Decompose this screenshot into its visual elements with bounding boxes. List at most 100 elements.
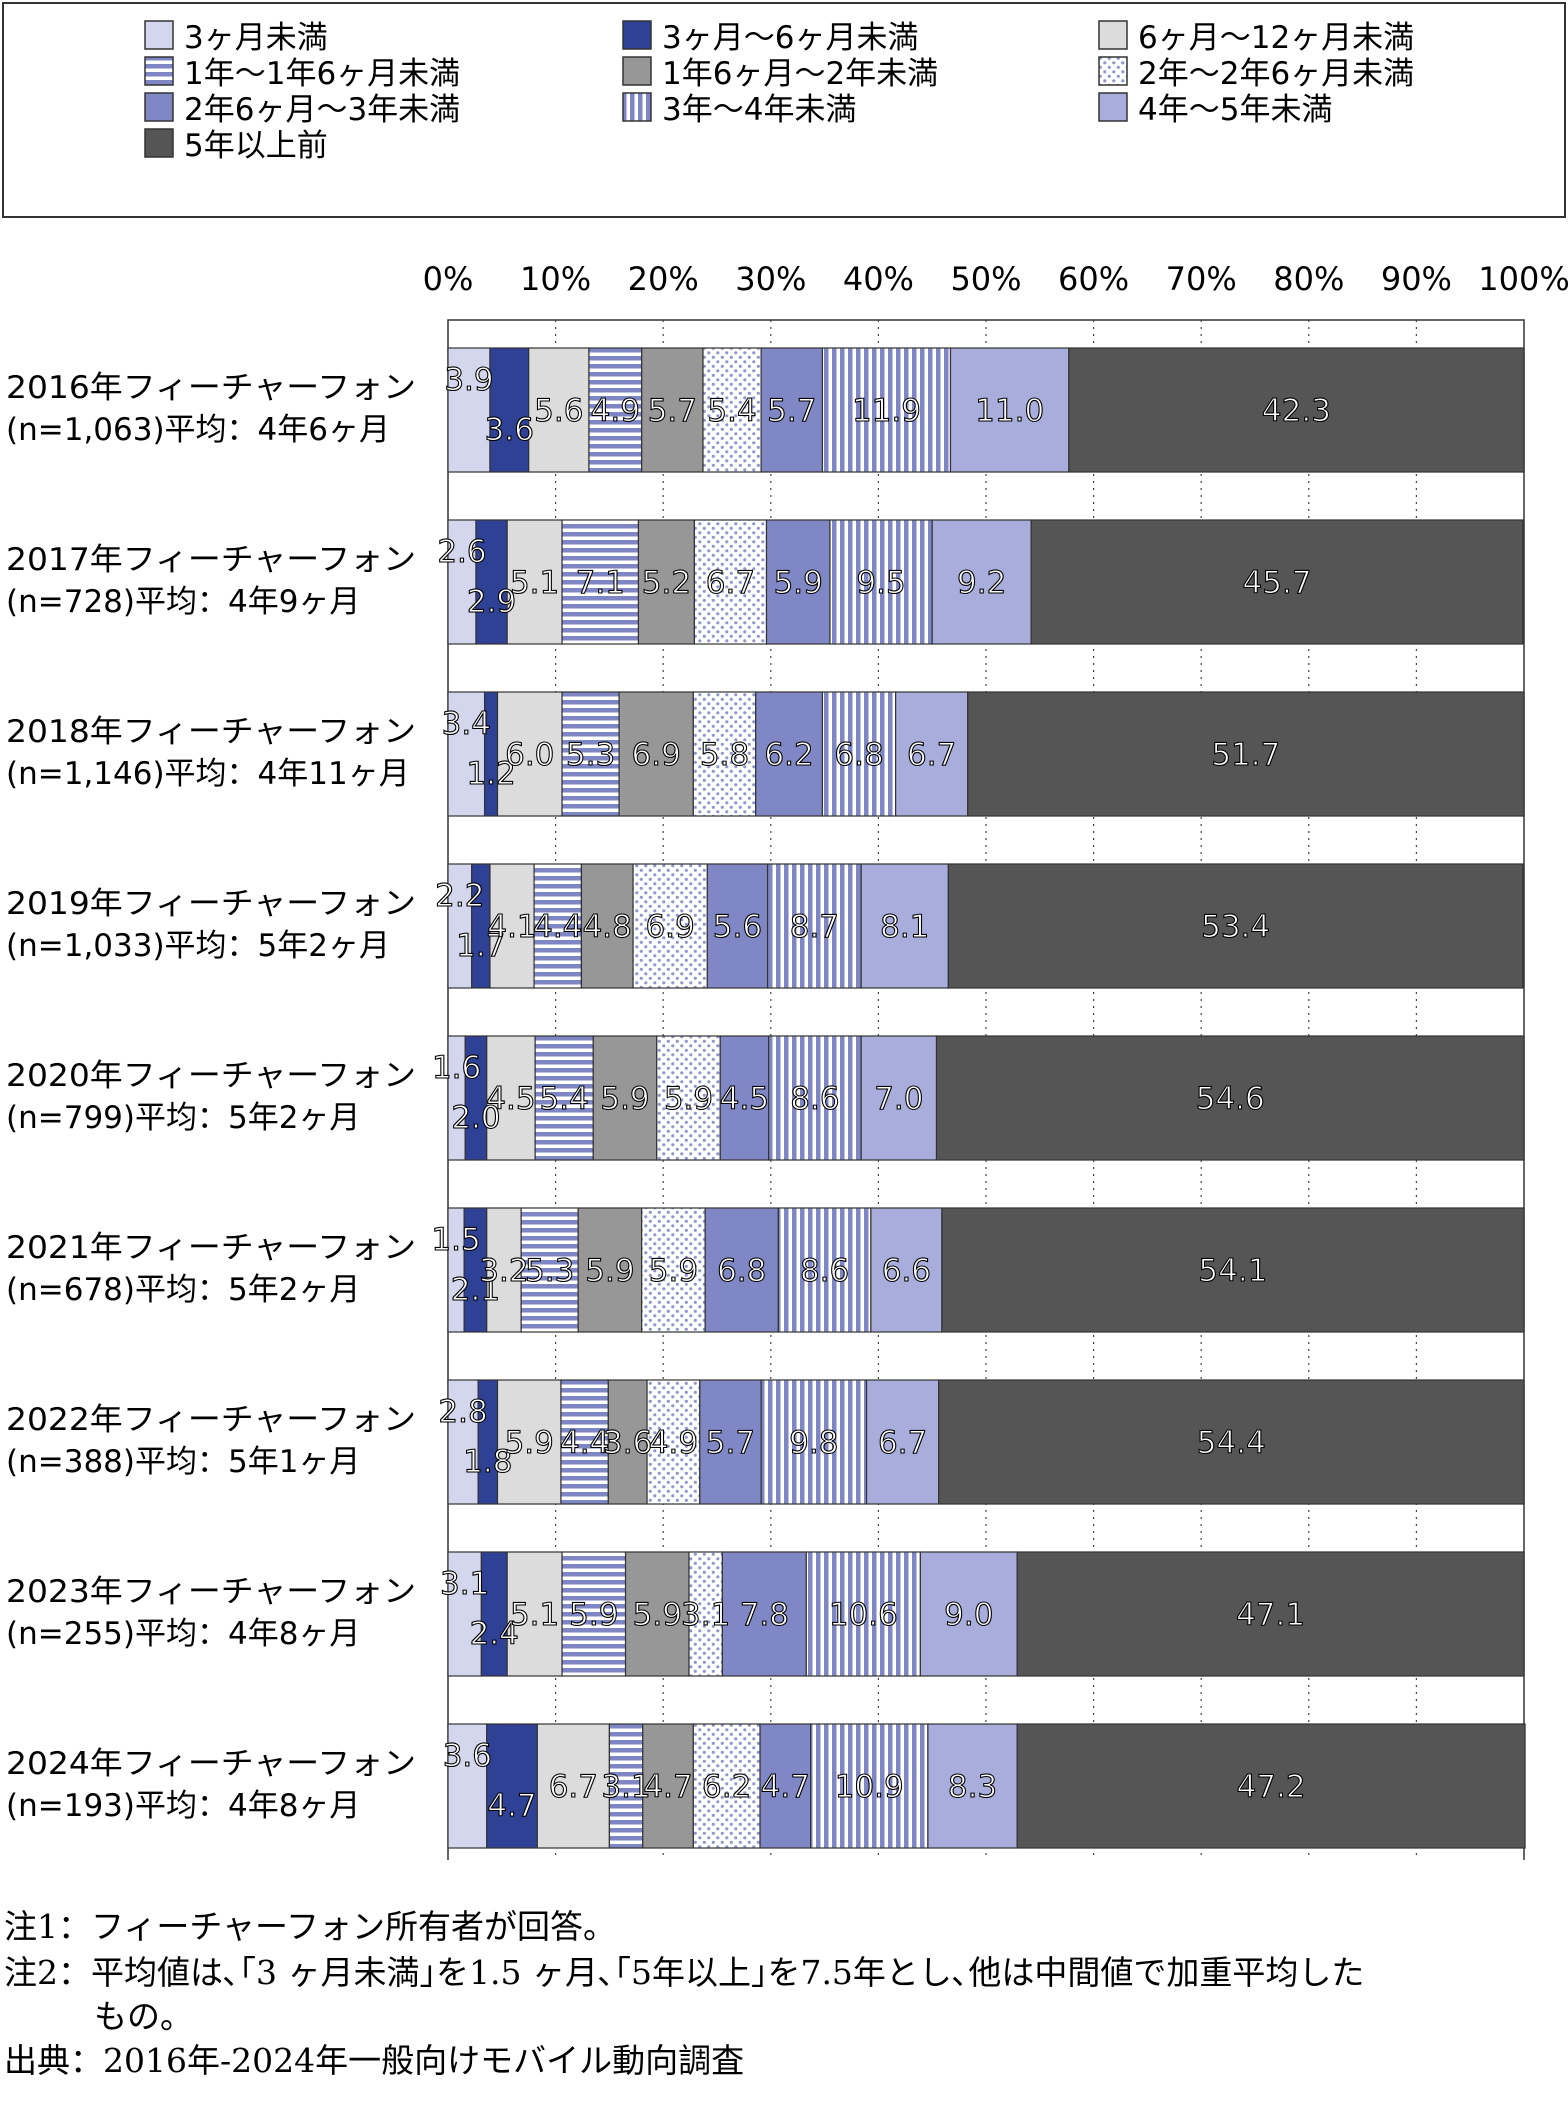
bar-segment xyxy=(607,1379,648,1505)
category-label: (n=799)平均：5年2ヶ月 xyxy=(6,1100,360,1136)
data-label: 5.6 xyxy=(534,393,583,429)
data-label: 10.6 xyxy=(829,1597,898,1633)
data-label: 5.9 xyxy=(569,1597,618,1633)
bar-segment xyxy=(935,1035,1525,1161)
data-label: 1.5 xyxy=(431,1222,480,1258)
category-label: 2024年フィーチャーフォン xyxy=(6,1746,416,1782)
data-label: 6.8 xyxy=(717,1253,766,1289)
legend-label: 5年以上前 xyxy=(184,128,328,164)
data-label: 9.5 xyxy=(856,565,905,601)
data-label: 6.7 xyxy=(549,1769,598,1805)
bar-segment xyxy=(760,1379,868,1505)
bar-segment xyxy=(642,1723,694,1849)
bar-segment xyxy=(810,1723,929,1849)
legend-item: 2年～2年6ヶ月未満 xyxy=(1098,48,1414,93)
legend-label: 4年～5年未満 xyxy=(1138,92,1333,128)
data-label: 6.7 xyxy=(878,1425,927,1461)
legend-swatch xyxy=(1098,19,1128,50)
data-label: 3.4 xyxy=(442,706,491,742)
legend-item: 3ヶ月～6ヶ月未満 xyxy=(622,12,918,57)
data-label: 8.6 xyxy=(800,1253,849,1289)
legend-label: 3ヶ月未満 xyxy=(184,20,328,56)
data-label: 5.9 xyxy=(649,1253,698,1289)
legend-item: 1年～1年6ヶ月未満 xyxy=(144,48,460,93)
bar-segment xyxy=(895,691,969,817)
bar-segment xyxy=(496,1379,562,1505)
legend-label: 2年～2年6ヶ月未満 xyxy=(1138,56,1415,92)
legend-item: 4年～5年未満 xyxy=(1098,84,1332,129)
data-label: 5.7 xyxy=(648,393,697,429)
data-label: 5.7 xyxy=(706,1425,755,1461)
data-label: 5.9 xyxy=(664,1081,713,1117)
data-label: 2.9 xyxy=(467,584,516,620)
category-label: 2017年フィーチャーフォン xyxy=(6,542,416,578)
bar-segment xyxy=(860,1035,938,1161)
category-label: (n=193)平均：4年8ヶ月 xyxy=(6,1788,360,1824)
category-label: 2022年フィーチャーフォン xyxy=(6,1402,416,1438)
bar-segment xyxy=(967,691,1525,817)
data-label: 5.9 xyxy=(633,1597,682,1633)
bar-segment xyxy=(821,347,952,473)
bar-segment xyxy=(699,1379,762,1505)
data-label: 6.7 xyxy=(706,565,755,601)
category-label: (n=388)平均：5年1ヶ月 xyxy=(6,1444,360,1480)
data-label: 5.3 xyxy=(566,737,615,773)
bar-segment xyxy=(480,1551,508,1677)
data-label: 45.7 xyxy=(1243,565,1312,601)
data-label: 5.4 xyxy=(707,393,756,429)
data-label: 6.9 xyxy=(632,737,681,773)
bar-segment xyxy=(632,863,708,989)
category-label: (n=1,063)平均：4年6ヶ月 xyxy=(6,412,390,448)
data-label: 7.1 xyxy=(576,565,625,601)
x-tick-label: 10% xyxy=(520,260,591,298)
data-label: 9.8 xyxy=(789,1425,838,1461)
legend-label: 6ヶ月～12ヶ月未満 xyxy=(1138,20,1415,56)
bar-segment xyxy=(829,519,933,645)
bar-segment xyxy=(486,1723,538,1849)
data-label: 5.9 xyxy=(505,1425,554,1461)
bar-segment xyxy=(486,1207,522,1333)
data-label: 3.6 xyxy=(485,412,534,448)
data-label: 4.7 xyxy=(643,1769,692,1805)
bar-segment xyxy=(618,691,694,817)
data-label: 4.9 xyxy=(591,393,640,429)
legend-label: 3ヶ月～6ヶ月未満 xyxy=(662,20,919,56)
legend-swatch xyxy=(144,55,174,86)
data-label: 3.1 xyxy=(601,1769,650,1805)
legend-item: 3年～4年未満 xyxy=(622,84,856,129)
data-label: 5.8 xyxy=(700,737,749,773)
bar-segment xyxy=(536,1723,610,1849)
data-label: 53.4 xyxy=(1201,909,1270,945)
bar-segment xyxy=(475,519,508,645)
data-label: 5.9 xyxy=(600,1081,649,1117)
legend-swatch xyxy=(622,91,652,122)
data-label: 6.2 xyxy=(764,737,813,773)
legend-item: 2年6ヶ月～3年未満 xyxy=(144,84,460,129)
note-2-continued: もの。 xyxy=(94,1997,193,2036)
bar-segment xyxy=(947,863,1524,989)
bar-segment xyxy=(561,1551,627,1677)
bar-segment xyxy=(949,347,1070,473)
data-label: 6.7 xyxy=(907,737,956,773)
data-label: 3.1 xyxy=(681,1597,730,1633)
bar-segment xyxy=(447,347,491,473)
category-label: 2016年フィーチャーフォン xyxy=(6,370,416,406)
bar-segment xyxy=(506,519,563,645)
note-1: 注1：フィーチャーフォン所有者が回答。 xyxy=(4,1907,617,1946)
bar-segment xyxy=(755,691,824,817)
legend-swatch xyxy=(1098,55,1128,86)
legend-label: 3年～4年未満 xyxy=(662,92,857,128)
data-label: 1.7 xyxy=(456,928,505,964)
data-label: 6.9 xyxy=(646,909,695,945)
bar-segment xyxy=(702,347,762,473)
data-label: 6.8 xyxy=(834,737,883,773)
data-label: 6.6 xyxy=(882,1253,931,1289)
data-label: 2.6 xyxy=(437,534,486,570)
legend: 3ヶ月未満 3ヶ月～6ヶ月未満 6ヶ月～12ヶ月未満 1年～1年6ヶ月未満 1年6ヶ月～… xyxy=(2,2,1566,218)
data-label: 5.4 xyxy=(540,1081,589,1117)
category-label: 2023年フィーチャーフォン xyxy=(6,1574,416,1610)
category-label: (n=678)平均：5年2ヶ月 xyxy=(6,1272,360,1308)
data-label: 5.1 xyxy=(510,565,559,601)
bar-segment xyxy=(486,1035,536,1161)
data-label: 5.6 xyxy=(713,909,762,945)
